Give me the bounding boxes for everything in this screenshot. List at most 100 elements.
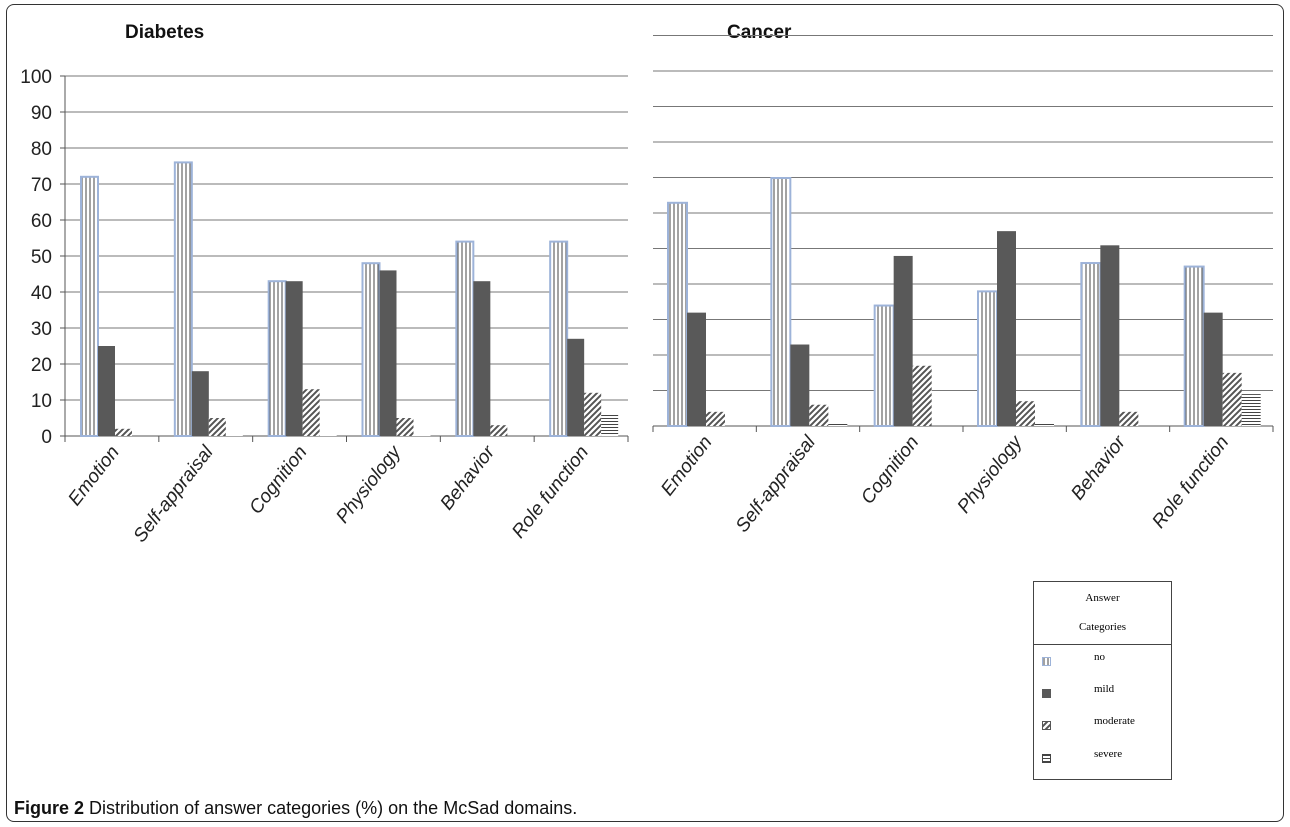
bar-moderate [396, 418, 414, 436]
bar-mild [285, 281, 303, 436]
y-tick-label: 80 [31, 139, 52, 160]
bar-mild [1100, 245, 1120, 426]
bar-moderate [1119, 411, 1139, 426]
legend-divider [1034, 644, 1171, 645]
x-tick-label: Cognition [246, 442, 312, 518]
bar-moderate [706, 411, 725, 426]
legend-item-severe: severe [1034, 748, 1171, 768]
figure-caption: Figure 2 Distribution of answer categori… [14, 798, 577, 819]
y-tick-label: 0 [41, 427, 52, 448]
chart-title: Cancer [727, 22, 792, 43]
x-tick-label: Cognition [857, 432, 923, 508]
y-tick-label: 100 [20, 67, 52, 88]
bar-mild [567, 338, 585, 436]
bar-severe [1241, 394, 1261, 426]
x-tick-label: Emotion [657, 432, 716, 500]
y-tick-label: 50 [31, 247, 52, 268]
legend-item-mild: mild [1034, 683, 1171, 703]
bar-mild [98, 346, 115, 436]
chart-diabetes: Diabetes 0 10 20 30 40 50 60 70 80 90 100 Emotion Se… [20, 22, 629, 547]
legend-item-no: no [1034, 651, 1171, 671]
y-tick-label: 20 [31, 355, 52, 376]
chart-cancer: Cancer Emotion Self-appraisal Cognition Phy… [652, 22, 1274, 537]
caption-label: Figure 2 [14, 798, 85, 818]
severe-swatch-icon [1042, 754, 1051, 763]
legend-title-line2: Categories [1078, 621, 1127, 633]
bar-no [80, 175, 99, 438]
series-no [667, 177, 1205, 428]
x-tick-label: Self-appraisal [130, 442, 219, 547]
bar-mild [997, 231, 1016, 426]
bar-moderate [115, 428, 132, 436]
bar-mild [1203, 312, 1223, 426]
bar-no [173, 161, 193, 437]
legend-title: Answer Categories [1034, 582, 1171, 642]
y-tick-label: 10 [31, 391, 52, 412]
bar-severe [828, 422, 848, 426]
y-tick-label: 70 [31, 175, 52, 196]
bar-severe [1035, 422, 1054, 426]
series-no [80, 161, 569, 438]
bar-moderate [1016, 401, 1035, 426]
gridlines [65, 75, 628, 401]
bar-moderate [302, 389, 320, 436]
bar-no [455, 240, 475, 437]
bar-severe [225, 434, 243, 436]
y-tick-label: 40 [31, 283, 52, 304]
y-tick-label: 90 [31, 103, 52, 124]
x-tick-label: Physiology [953, 431, 1027, 518]
legend: Answer Categories no mild moderate sever… [1033, 581, 1172, 780]
no-swatch-icon [1042, 657, 1051, 666]
y-tick-label: 30 [31, 319, 52, 340]
legend-label: moderate [1094, 715, 1135, 727]
series-severe [828, 394, 1261, 426]
bar-moderate [1222, 372, 1242, 426]
x-tick-label: Role function [508, 442, 593, 542]
bar-no [1183, 265, 1205, 428]
bar-moderate [584, 392, 602, 436]
bar-moderate [208, 418, 226, 436]
bar-no [549, 240, 569, 437]
legend-title-line1: Answer [1085, 592, 1120, 604]
bar-no [873, 304, 895, 427]
legend-label: mild [1094, 683, 1115, 695]
y-tick-label: 60 [31, 211, 52, 232]
x-tick-label: Behavior [436, 442, 499, 515]
bar-moderate [490, 425, 508, 436]
x-tick-label: Self-appraisal [732, 432, 821, 537]
caption-text: Distribution of answer categories (%) on… [89, 798, 578, 818]
bar-mild [687, 312, 706, 426]
series-moderate [115, 389, 602, 436]
x-tick-label: Emotion [64, 442, 123, 510]
bar-moderate [809, 404, 829, 426]
series-mild [687, 231, 1223, 426]
bar-severe [319, 434, 337, 436]
legend-label: severe [1094, 748, 1123, 760]
bar-no [977, 290, 998, 427]
mild-swatch-icon [1042, 689, 1051, 698]
moderate-swatch-icon [1042, 721, 1051, 730]
figure-frame [6, 4, 1284, 822]
bar-no [667, 201, 688, 427]
gridlines [653, 35, 1273, 391]
bar-no [1080, 262, 1102, 427]
bar-no [267, 280, 287, 438]
bar-severe [413, 434, 431, 436]
chart-title: Diabetes [125, 22, 204, 43]
x-tick-label: Physiology [332, 441, 406, 528]
x-tick-label: Behavior [1067, 432, 1130, 505]
series-moderate [706, 365, 1242, 426]
bar-mild [893, 255, 913, 426]
series-severe [225, 414, 619, 436]
bar-mild [191, 371, 209, 436]
series-mild [98, 270, 585, 436]
legend-item-moderate: moderate [1034, 715, 1171, 735]
bar-mild [473, 281, 491, 436]
bar-mild [379, 270, 397, 436]
x-tick-label: Role function [1148, 432, 1233, 532]
bar-no [770, 177, 792, 427]
legend-label: no [1094, 651, 1105, 663]
bar-mild [790, 344, 810, 426]
bar-severe [601, 414, 619, 436]
